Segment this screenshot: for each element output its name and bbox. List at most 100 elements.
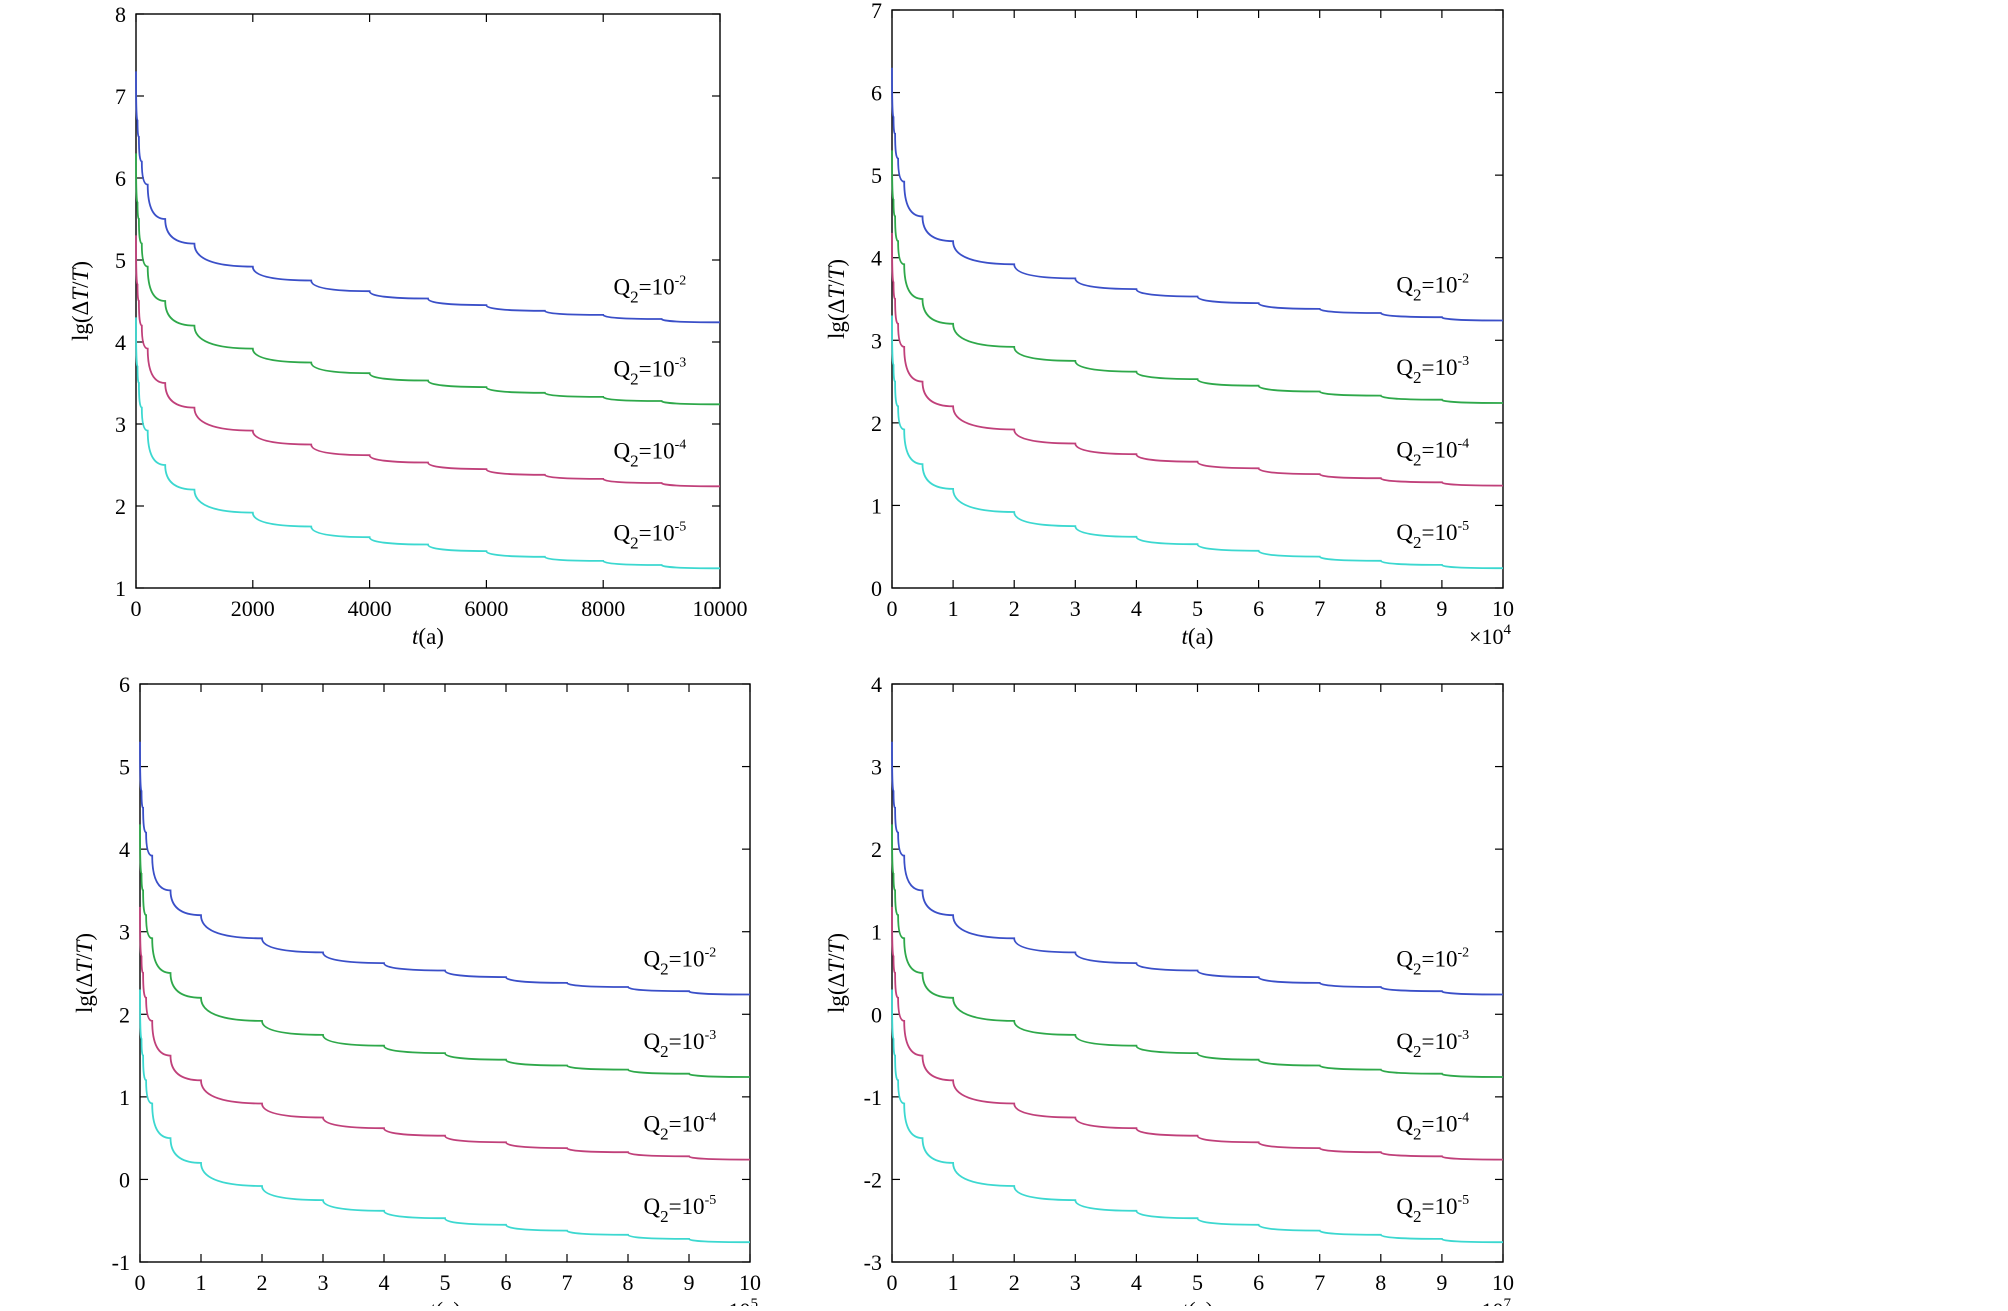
x-tick-label: 6 (1253, 1270, 1264, 1295)
y-tick-label: -2 (864, 1167, 882, 1192)
x-tick-label: 10 (1492, 1270, 1514, 1295)
x-tick-label: 1 (948, 1270, 959, 1295)
x-tick-label: 9 (1436, 1270, 1447, 1295)
y-tick-label: 7 (115, 84, 126, 109)
x-tick-label: 2 (1009, 1270, 1020, 1295)
y-tick-label: 6 (119, 672, 130, 697)
series-line-m4 (135, 235, 721, 488)
x-tick-label: 8 (623, 1270, 634, 1295)
y-tick-label: 5 (119, 755, 130, 780)
series-line-m5 (891, 315, 1504, 570)
y-tick-label: 1 (871, 493, 882, 518)
x-tick-label: 5 (440, 1270, 451, 1295)
x-tick-label: 3 (318, 1270, 329, 1295)
x-axis-label: t(a) (1182, 1298, 1214, 1306)
series-label: Q2=10-5 (643, 1193, 716, 1226)
x-tick-label: 4000 (348, 596, 392, 621)
x-tick-label: 8 (1375, 1270, 1386, 1295)
x-tick-label: 1 (948, 596, 959, 621)
y-tick-label: 6 (871, 81, 882, 106)
y-tick-label: 5 (871, 163, 882, 188)
x-tick-label: 6 (501, 1270, 512, 1295)
y-tick-label: 2 (115, 494, 126, 519)
series-label: Q2=10-4 (614, 437, 687, 470)
x-tick-label: 5 (1192, 596, 1203, 621)
series-line-m4 (891, 906, 1504, 1161)
y-tick-label: 1 (119, 1085, 130, 1110)
x-tick-label: 0 (131, 596, 142, 621)
y-tick-label: 4 (871, 672, 882, 697)
x-tick-label: 10 (1492, 596, 1514, 621)
series-label: Q2=10-2 (614, 273, 687, 306)
series-label: Q2=10-5 (1396, 519, 1469, 552)
x-tick-label: 9 (684, 1270, 695, 1295)
series-line-m2 (139, 741, 751, 996)
y-tick-label: 2 (871, 837, 882, 862)
plot-frame (891, 683, 1504, 1263)
series-line-m3 (891, 150, 1504, 404)
x-axis-label: t(a) (412, 624, 444, 649)
y-tick-label: 0 (871, 1002, 882, 1027)
x-axis-multiplier: ×107 (1469, 1296, 1511, 1306)
y-tick-label: 4 (115, 330, 126, 355)
series-label: Q2=10-3 (643, 1028, 716, 1061)
y-tick-label: 2 (119, 1002, 130, 1027)
y-tick-label: 0 (871, 576, 882, 601)
x-tick-label: 8000 (581, 596, 625, 621)
y-tick-label: 7 (871, 0, 882, 23)
series-line-m4 (139, 906, 751, 1161)
x-tick-label: 7 (1314, 1270, 1325, 1295)
x-tick-label: 10 (739, 1270, 761, 1295)
x-tick-label: 4 (379, 1270, 390, 1295)
x-tick-label: 5 (1192, 1270, 1203, 1295)
x-tick-label: 6000 (464, 596, 508, 621)
y-tick-label: 0 (119, 1167, 130, 1192)
x-tick-label: 0 (135, 1270, 146, 1295)
series-label: Q2=10-5 (614, 519, 687, 552)
series-line-m5 (891, 989, 1504, 1244)
y-tick-label: 1 (115, 576, 126, 601)
y-axis-label: lg(ΔT/T) (824, 259, 849, 339)
series-label: Q2=10-4 (1396, 1111, 1469, 1144)
y-tick-label: -1 (864, 1085, 882, 1110)
x-tick-label: 0 (887, 596, 898, 621)
y-tick-label: 5 (115, 248, 126, 273)
series-label: Q2=10-3 (614, 355, 687, 388)
chart-panel-top-right: 0 1 2 3 4 5 6 7 8 9 10 0 1 2 3 4 5 6 7 t(a) lg(ΔT/T) ×104 Q2=1… (824, 0, 1514, 649)
series-line-m3 (891, 824, 1504, 1078)
chart-panel-bottom-left: 012345678910-10123456t(a)lg(ΔT/T)×105Q2=… (72, 672, 761, 1311)
x-axis-label: t(a) (1182, 624, 1214, 649)
y-axis-label: lg(ΔT/T) (68, 261, 93, 341)
x-tick-label: 3 (1070, 1270, 1081, 1295)
plot-frame (139, 683, 751, 1263)
x-tick-label: 0 (887, 1270, 898, 1295)
y-tick-label: 3 (115, 412, 126, 437)
x-axis-multiplier: ×105 (716, 1296, 758, 1306)
x-tick-label: 7 (562, 1270, 573, 1295)
series-line-m4 (891, 232, 1504, 487)
x-tick-label: 2 (257, 1270, 268, 1295)
x-tick-label: 4 (1131, 596, 1142, 621)
y-tick-label: 4 (871, 246, 882, 271)
series-line-m3 (135, 153, 721, 406)
y-tick-label: 2 (871, 411, 882, 436)
x-tick-label: 2 (1009, 596, 1020, 621)
series-line-m3 (139, 824, 751, 1078)
plot-frame (891, 9, 1504, 589)
series-label: Q2=10-2 (1396, 945, 1469, 978)
chart-panel-bottom-right: 0 1 2 3 4 5 6 7 8 9 10 -3 -2 -1 0 1 2 3 4 t(a) lg(ΔT/T) ×107 Q… (824, 672, 1514, 1311)
y-tick-label: 1 (871, 920, 882, 945)
x-tick-label: 4 (1131, 1270, 1142, 1295)
x-axis-label: t(a) (429, 1298, 461, 1306)
x-tick-label: 6 (1253, 596, 1264, 621)
series-label: Q2=10-2 (1396, 271, 1469, 304)
series-line-m2 (135, 71, 721, 324)
y-tick-label: -1 (112, 1250, 130, 1275)
y-tick-label: 8 (115, 2, 126, 27)
y-tick-label: -3 (864, 1250, 882, 1275)
y-tick-label: 3 (871, 328, 882, 353)
y-tick-label: 3 (119, 920, 130, 945)
y-tick-label: 3 (871, 755, 882, 780)
